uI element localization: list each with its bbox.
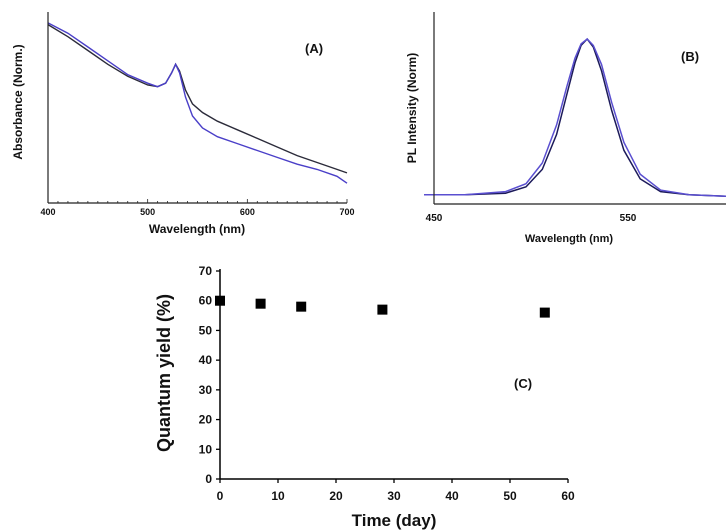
panel-c-y-axis-label: Quantum yield (%) bbox=[154, 294, 174, 452]
panel-a-axes bbox=[47, 12, 348, 204]
panel-b: PL Intensity (Norm) (B) 450 550 Wavelengt… bbox=[405, 12, 726, 245]
panel-c: Quantum yield (%) (C) 0 10 20 30 40 50 60 0 10 2… bbox=[154, 264, 575, 530]
panel-b-y-axis-label: PL Intensity (Norm) bbox=[405, 53, 419, 163]
panel-a-x-tick-label: 400 bbox=[40, 207, 55, 217]
panel-a-y-axis-label: Absorbance (Norm.) bbox=[11, 44, 25, 159]
panel-a-series-line-2 bbox=[47, 22, 348, 184]
panel-c-y-tick-label: 30 bbox=[199, 383, 213, 397]
panel-c-y-tick-label: 20 bbox=[199, 413, 213, 427]
panel-c-y-tick-label: 70 bbox=[199, 264, 213, 278]
panel-b-axes bbox=[433, 12, 726, 205]
panel-a-series-line-1 bbox=[47, 24, 348, 174]
panel-c-x-tick-label: 60 bbox=[561, 489, 575, 503]
panel-a-x-tick-labels: 400 500 600 700 bbox=[40, 207, 354, 217]
panel-c-x-tick-labels: 0 10 20 30 40 50 60 bbox=[217, 489, 575, 503]
panel-c-tag: (C) bbox=[514, 376, 532, 391]
panel-c-data-point bbox=[296, 301, 307, 312]
panel-a-plot-area bbox=[47, 22, 348, 184]
panel-c-plot-area bbox=[215, 295, 550, 318]
panel-c-y-tick-label: 50 bbox=[199, 323, 213, 337]
panel-c-x-tick-label: 0 bbox=[217, 489, 224, 503]
panel-b-x-axis-label: Wavelength (nm) bbox=[525, 233, 614, 245]
panel-a: Absorbance (Norm.) (A) 400 500 600 700 Wave… bbox=[11, 12, 355, 236]
panel-c-data-point bbox=[255, 298, 266, 309]
panel-a-x-tick-label: 600 bbox=[240, 207, 255, 217]
panel-c-x-tick-label: 20 bbox=[329, 489, 343, 503]
panel-c-x-axis-label: Time (day) bbox=[352, 511, 437, 530]
panel-c-x-tick-label: 10 bbox=[271, 489, 285, 503]
panel-a-x-tick-label: 700 bbox=[339, 207, 354, 217]
panel-c-x-tick-label: 30 bbox=[387, 489, 401, 503]
panel-b-plot-area bbox=[424, 37, 726, 197]
panel-c-y-tick-label: 60 bbox=[199, 294, 213, 308]
panel-b-x-tick-label: 550 bbox=[620, 213, 637, 224]
panel-c-data-point bbox=[539, 307, 550, 318]
panel-a-x-axis-label: Wavelength (nm) bbox=[149, 222, 245, 236]
panel-b-tag: (B) bbox=[681, 49, 699, 64]
panel-a-tag: (A) bbox=[305, 41, 323, 56]
panel-c-data-point bbox=[215, 295, 225, 306]
panel-c-data-point bbox=[377, 304, 388, 315]
panel-c-x-tick-label: 40 bbox=[445, 489, 459, 503]
panel-c-y-tick-label: 0 bbox=[205, 472, 212, 486]
panel-c-y-tick-labels: 0 10 20 30 40 50 60 70 bbox=[199, 264, 213, 486]
panel-c-y-tick-label: 40 bbox=[199, 353, 213, 367]
panel-a-x-tick-label: 500 bbox=[140, 207, 155, 217]
panel-c-y-tick-label: 10 bbox=[199, 442, 213, 456]
panel-b-x-tick-labels: 450 550 bbox=[426, 213, 637, 224]
panel-b-series-line-2 bbox=[424, 37, 726, 197]
panel-b-x-tick-label: 450 bbox=[426, 213, 443, 224]
panel-c-x-tick-label: 50 bbox=[503, 489, 517, 503]
